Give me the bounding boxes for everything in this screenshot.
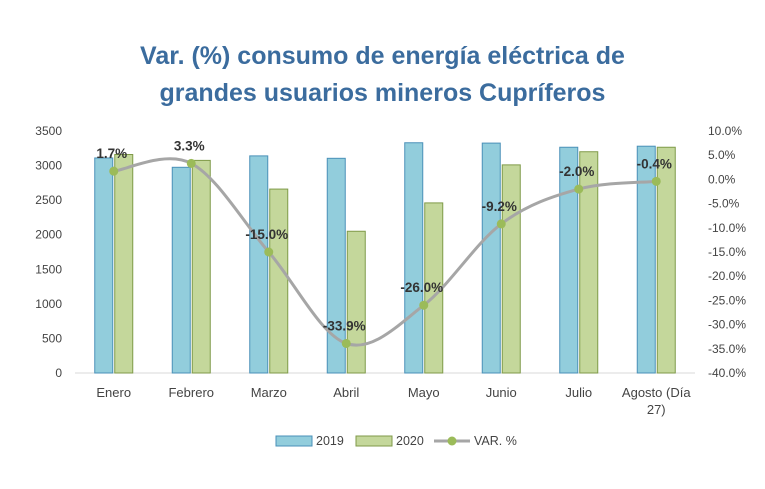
bar-2019: [559, 146, 579, 374]
y-right-tick-label: 5.0%: [708, 148, 736, 162]
var-data-label: -9.2%: [482, 199, 517, 214]
y-left-tick-label: 0: [55, 366, 62, 380]
bar-2019: [326, 157, 346, 374]
bar-2020: [114, 154, 134, 374]
bar-2019: [636, 145, 656, 374]
bar-2019: [94, 157, 114, 374]
bar-2019: [249, 155, 269, 374]
var-data-label: -33.9%: [323, 318, 366, 333]
y-right-tick-label: 0.0%: [708, 172, 736, 186]
y-right-tick-label: -25.0%: [708, 293, 746, 307]
y-left-tick-label: 2000: [35, 228, 62, 242]
x-category-label: Abril: [333, 385, 359, 400]
y-right-tick-label: -35.0%: [708, 342, 746, 356]
var-data-label: -26.0%: [400, 280, 443, 295]
var-marker: [264, 247, 274, 257]
var-marker: [109, 166, 119, 176]
y-left-tick-label: 3500: [35, 124, 62, 138]
var-marker: [419, 300, 429, 310]
bar-2020: [579, 151, 599, 374]
x-category-label: 27): [647, 402, 666, 417]
bar-2019: [404, 142, 424, 374]
y-right-tick-label: -40.0%: [708, 366, 746, 380]
y-right-tick-label: -5.0%: [708, 197, 740, 211]
x-category-label: Febrero: [168, 385, 214, 400]
var-marker: [651, 176, 661, 186]
legend-label-2019: 2019: [316, 434, 344, 448]
legend-label-2020: 2020: [396, 434, 424, 448]
var-line: [113, 157, 657, 347]
y-left-tick-label: 1000: [35, 297, 62, 311]
x-category-label: Julio: [565, 385, 592, 400]
var-marker: [496, 219, 506, 229]
y-right-tick-label: 10.0%: [708, 124, 742, 138]
x-category-label: Enero: [96, 385, 131, 400]
legend-swatch-2019: [275, 435, 313, 447]
var-marker: [341, 338, 351, 348]
y-left-tick-label: 1500: [35, 262, 62, 276]
var-data-label: 3.3%: [174, 138, 205, 153]
y-left-tick-label: 500: [42, 331, 62, 345]
y-right-tick-label: -15.0%: [708, 245, 746, 259]
var-data-label: -15.0%: [245, 227, 288, 242]
bar-2020: [501, 164, 521, 374]
legend-swatch-2020: [355, 435, 393, 447]
chart-title: Var. (%) consumo de energía eléctrica de…: [0, 38, 765, 112]
y-right-tick-label: -30.0%: [708, 318, 746, 332]
bar-2020: [656, 146, 676, 374]
var-data-label: 1.7%: [96, 146, 127, 161]
y-right-tick-label: -10.0%: [708, 221, 746, 235]
bar-2020: [191, 159, 211, 374]
x-category-label: Marzo: [251, 385, 287, 400]
legend-marker-var: [447, 436, 457, 446]
var-marker: [574, 184, 584, 194]
var-data-label: -0.4%: [637, 156, 672, 171]
bar-2019: [171, 166, 191, 374]
chart-title-line-2: grandes usuarios mineros Cupríferos: [159, 79, 606, 107]
chart-title-line-1: Var. (%) consumo de energía eléctrica de: [140, 42, 625, 70]
y-left-tick-label: 2500: [35, 193, 62, 207]
bar-2020: [346, 230, 366, 374]
var-marker: [186, 158, 196, 168]
bar-2020: [269, 188, 289, 374]
bar-2019: [481, 142, 501, 374]
x-category-label: Junio: [486, 385, 517, 400]
y-right-tick-label: -20.0%: [708, 269, 746, 283]
x-category-label: Mayo: [408, 385, 440, 400]
var-data-label: -2.0%: [559, 164, 594, 179]
x-category-label: Agosto (Día: [622, 385, 691, 400]
y-left-tick-label: 3000: [35, 159, 62, 173]
legend-label-var: VAR. %: [474, 434, 517, 448]
